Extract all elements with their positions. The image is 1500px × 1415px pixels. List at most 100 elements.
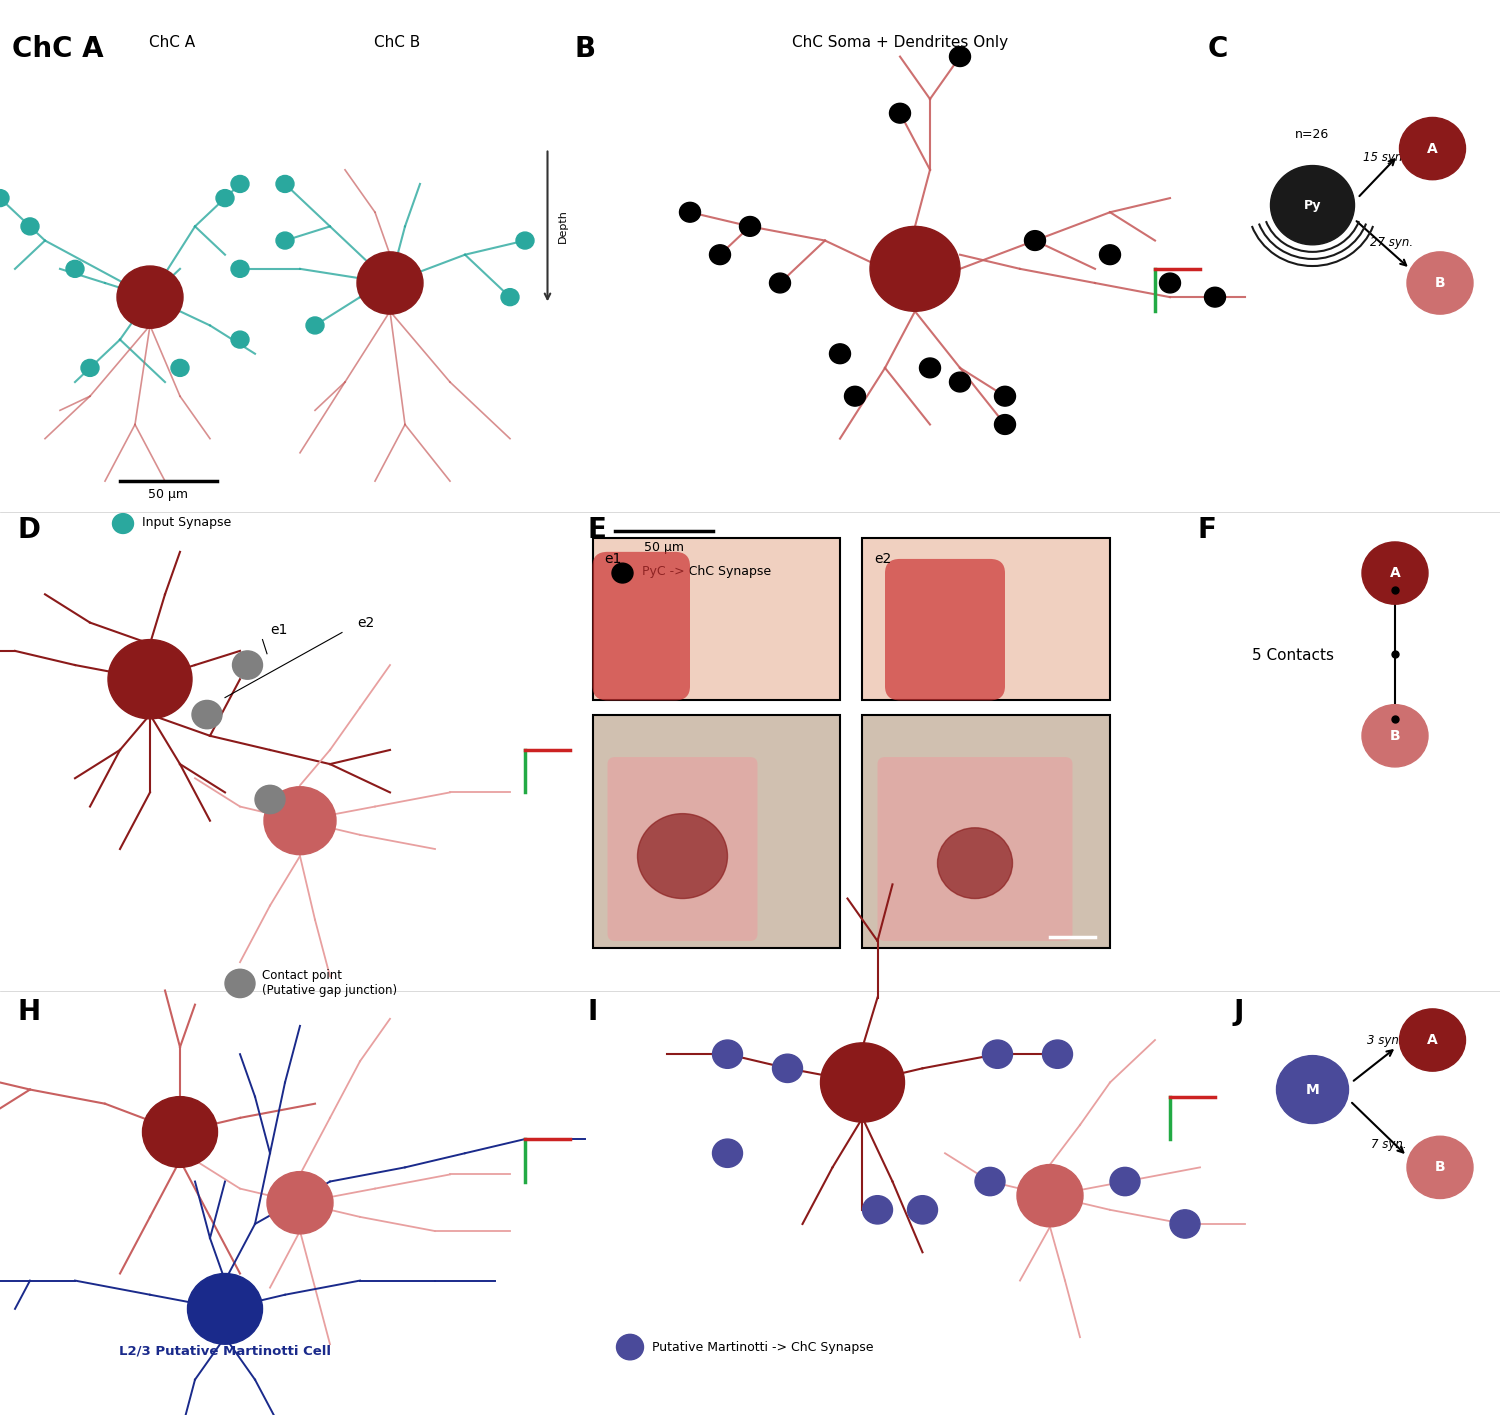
Circle shape — [1170, 1210, 1200, 1238]
Circle shape — [1400, 1009, 1466, 1071]
Circle shape — [982, 1040, 1012, 1068]
Circle shape — [1204, 287, 1225, 307]
Text: Depth: Depth — [558, 209, 568, 243]
Circle shape — [844, 386, 865, 406]
Circle shape — [1017, 1165, 1083, 1227]
FancyBboxPatch shape — [885, 559, 1005, 700]
Circle shape — [1407, 252, 1473, 314]
Circle shape — [171, 359, 189, 376]
Circle shape — [772, 1054, 802, 1082]
Circle shape — [231, 331, 249, 348]
Circle shape — [357, 252, 423, 314]
Text: PyC -> ChC Synapse: PyC -> ChC Synapse — [642, 565, 771, 579]
Circle shape — [231, 175, 249, 192]
Circle shape — [612, 563, 633, 583]
Circle shape — [680, 202, 700, 222]
Circle shape — [1042, 1040, 1072, 1068]
Circle shape — [994, 386, 1016, 406]
Text: 15 syn.: 15 syn. — [1364, 151, 1406, 164]
Circle shape — [1100, 245, 1120, 265]
Text: C: C — [1208, 35, 1228, 64]
Circle shape — [117, 266, 183, 328]
Text: Putative Martinotti -> ChC Synapse: Putative Martinotti -> ChC Synapse — [652, 1340, 874, 1354]
Circle shape — [267, 1172, 333, 1234]
Text: B: B — [574, 35, 596, 64]
Text: I: I — [588, 998, 598, 1026]
Circle shape — [638, 814, 728, 899]
Text: n=26: n=26 — [1296, 129, 1329, 142]
Circle shape — [1362, 705, 1428, 767]
FancyBboxPatch shape — [862, 715, 1110, 948]
Circle shape — [821, 1043, 904, 1122]
Circle shape — [950, 372, 970, 392]
Text: 7 syn.: 7 syn. — [1371, 1138, 1407, 1150]
Circle shape — [1160, 273, 1180, 293]
Text: A: A — [1426, 142, 1438, 156]
Circle shape — [1400, 117, 1466, 180]
Circle shape — [192, 700, 222, 729]
Text: Py: Py — [1304, 198, 1322, 212]
Text: L2/3 Putative Martinotti Cell: L2/3 Putative Martinotti Cell — [118, 1344, 332, 1357]
Circle shape — [188, 1274, 262, 1344]
Circle shape — [710, 245, 730, 265]
Text: M: M — [1305, 1082, 1320, 1097]
Text: D: D — [18, 516, 40, 545]
Text: J: J — [1233, 998, 1244, 1026]
Circle shape — [216, 190, 234, 207]
Circle shape — [81, 359, 99, 376]
Circle shape — [112, 514, 134, 533]
Circle shape — [890, 103, 910, 123]
Circle shape — [225, 969, 255, 998]
Circle shape — [306, 317, 324, 334]
Text: B: B — [1434, 1160, 1446, 1174]
Text: H: H — [18, 998, 40, 1026]
Circle shape — [231, 260, 249, 277]
Circle shape — [920, 358, 940, 378]
Text: e1: e1 — [604, 552, 622, 566]
Circle shape — [66, 260, 84, 277]
Circle shape — [1276, 1056, 1348, 1124]
Circle shape — [616, 1334, 644, 1360]
Text: A: A — [1389, 566, 1401, 580]
Text: 27 syn.: 27 syn. — [1371, 236, 1413, 249]
Circle shape — [830, 344, 850, 364]
Text: e1: e1 — [270, 623, 288, 637]
Circle shape — [264, 787, 336, 855]
Text: A: A — [1426, 1033, 1438, 1047]
Circle shape — [142, 1097, 218, 1167]
Circle shape — [862, 1196, 892, 1224]
Text: F: F — [1197, 516, 1216, 545]
Circle shape — [950, 47, 970, 67]
Circle shape — [770, 273, 790, 293]
Circle shape — [908, 1196, 938, 1224]
Circle shape — [1270, 166, 1354, 245]
Circle shape — [276, 175, 294, 192]
Circle shape — [975, 1167, 1005, 1196]
FancyBboxPatch shape — [592, 552, 690, 700]
FancyBboxPatch shape — [592, 715, 840, 948]
Text: 50 μm: 50 μm — [645, 541, 684, 553]
Text: e2: e2 — [357, 616, 375, 630]
Text: Input Synapse: Input Synapse — [142, 515, 231, 529]
Circle shape — [994, 415, 1016, 434]
Text: 5 Contacts: 5 Contacts — [1252, 648, 1334, 662]
Circle shape — [1407, 1136, 1473, 1199]
Circle shape — [712, 1139, 742, 1167]
Circle shape — [712, 1040, 742, 1068]
Text: E: E — [588, 516, 608, 545]
Circle shape — [870, 226, 960, 311]
Text: B: B — [1434, 276, 1446, 290]
Circle shape — [501, 289, 519, 306]
Circle shape — [1362, 542, 1428, 604]
Circle shape — [232, 651, 262, 679]
Text: ChC B: ChC B — [375, 35, 420, 51]
Text: Contact point
(Putative gap junction): Contact point (Putative gap junction) — [262, 969, 398, 998]
Circle shape — [21, 218, 39, 235]
Circle shape — [516, 232, 534, 249]
Circle shape — [1024, 231, 1045, 250]
Text: ChC Soma + Dendrites Only: ChC Soma + Dendrites Only — [792, 35, 1008, 51]
Circle shape — [938, 828, 1013, 899]
Circle shape — [1110, 1167, 1140, 1196]
Text: 50 μm: 50 μm — [148, 488, 188, 501]
Text: ChC A: ChC A — [150, 35, 195, 51]
